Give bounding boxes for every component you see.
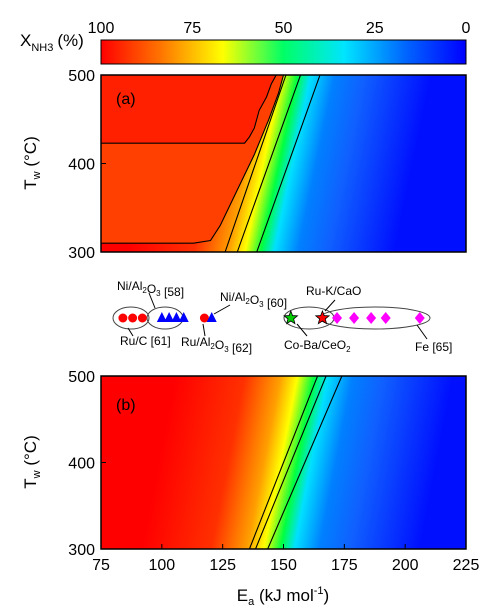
- panel-b-contours: [248, 376, 343, 549]
- panel-a-contour-plateau-400: [101, 75, 277, 144]
- marker-circle: [199, 313, 209, 323]
- panel-b-x-tick-label: 200: [392, 557, 419, 574]
- panel-b-x-tick-label: 75: [92, 557, 110, 574]
- panel-a-y-tick-label: 500: [68, 68, 95, 85]
- panel-a-contours: [101, 75, 321, 252]
- panel-b-y-tick-label: 500: [68, 369, 95, 386]
- marker-diamond: [366, 312, 377, 324]
- colorbar-tick-label: 0: [462, 20, 471, 37]
- panel-a-label: (a): [116, 91, 136, 108]
- marker-diamond: [332, 312, 343, 324]
- panel-b-x-ticks: 75 100 125 150 175 200 225: [92, 544, 479, 574]
- panel-b-contour-inner-1: [248, 376, 319, 549]
- rual62-label: Ru/Al2O3 [62]: [181, 335, 252, 355]
- panel-b-y-tick-label: 300: [68, 542, 95, 559]
- catalyst-markers: Ni/Al2O3 [58] Ru/C [61] Ni/Al2O3 [60] Ru…: [112, 279, 452, 355]
- marker-star: [283, 309, 299, 325]
- colorbar-tick-label: 25: [366, 20, 384, 37]
- marker-diamond: [380, 312, 391, 324]
- rual62-leader: [202, 323, 206, 337]
- panel-b-x-tick-label: 150: [270, 557, 297, 574]
- panel-a-contour-inner-1: [224, 75, 287, 252]
- colorbar-label: XNH3 (%): [20, 31, 84, 54]
- rukcao-leader: [324, 299, 336, 312]
- marker-triangle: [206, 312, 217, 322]
- rukcao-label: Ru-K/CaO: [306, 284, 361, 298]
- ruc61-leader: [127, 327, 134, 337]
- marker-triangle: [156, 312, 167, 322]
- panel-b-y-ticks: 300 400 500: [68, 369, 106, 559]
- panel-b-x-tick-label: 100: [148, 557, 175, 574]
- marker-diamond: [349, 312, 360, 324]
- marker-triangle: [171, 312, 182, 322]
- panel-b-y-label: Tw (°C): [21, 435, 43, 488]
- colorbar-tick-label: 100: [88, 20, 115, 37]
- panel-b-label: (b): [116, 397, 136, 414]
- panel-a-y-ticks: 300 400 500: [68, 68, 106, 262]
- panel-a-contour-inner-2: [236, 75, 302, 252]
- marker-circle: [128, 313, 138, 323]
- ruc61-group-ellipse: [112, 306, 150, 330]
- panel-b-y-tick-label: 400: [68, 456, 95, 473]
- colorbar-bar: [100, 39, 467, 65]
- panel-b-contour-inner-2: [255, 376, 327, 549]
- colorbar-ticks: 100 75 50 25 0: [88, 20, 471, 37]
- ni58-label: Ni/Al2O3 [58]: [117, 279, 184, 299]
- panel-a-plateau-top-fill: [101, 75, 277, 144]
- ruc61-label: Ru/C [61]: [120, 334, 171, 348]
- cobaceo2-label: Co-Ba/CeO2: [284, 338, 351, 354]
- ni58-leader: [148, 292, 156, 309]
- panel-a-y-tick-label: 300: [68, 245, 95, 262]
- colorbar-tick-label: 75: [183, 20, 201, 37]
- panel-b-x-tick-label: 225: [453, 557, 480, 574]
- marker-star: [314, 309, 331, 325]
- panel-a-contour-outer: [256, 75, 321, 252]
- marker-circle: [137, 313, 147, 323]
- cobaceo2-leader: [296, 323, 308, 337]
- marker-triangle: [164, 312, 175, 322]
- panel-a-contour-plateau-310: [101, 75, 285, 244]
- fe65-label: Fe [65]: [415, 340, 452, 354]
- panel-a-y-tick-label: 400: [68, 157, 95, 174]
- panel-a-y-label: Tw (°C): [21, 136, 43, 189]
- panel-a: (a) 300 400 500 Tw (°C): [21, 68, 467, 262]
- panel-b: (b) 300 400 500 75 100 125 150 175 200 225 Tw (°…: [21, 369, 479, 608]
- marker-shapes: [118, 309, 425, 325]
- ni60-label: Ni/Al2O3 [60]: [220, 290, 287, 310]
- marker-circle: [118, 313, 128, 323]
- colorbar: XNH3 (%) 100 75 50 25 0: [20, 20, 471, 65]
- marker-triangle: [178, 312, 189, 322]
- fe65-leader: [416, 324, 428, 340]
- marker-diamond: [414, 312, 425, 324]
- panel-b-x-tick-label: 125: [209, 557, 236, 574]
- panel-b-contour-outer: [267, 376, 343, 549]
- colorbar-tick-label: 50: [275, 20, 293, 37]
- x-axis-label: Ea (kJ mol-1): [237, 585, 329, 608]
- ni60-leader: [213, 304, 231, 315]
- panel-b-x-tick-label: 175: [331, 557, 358, 574]
